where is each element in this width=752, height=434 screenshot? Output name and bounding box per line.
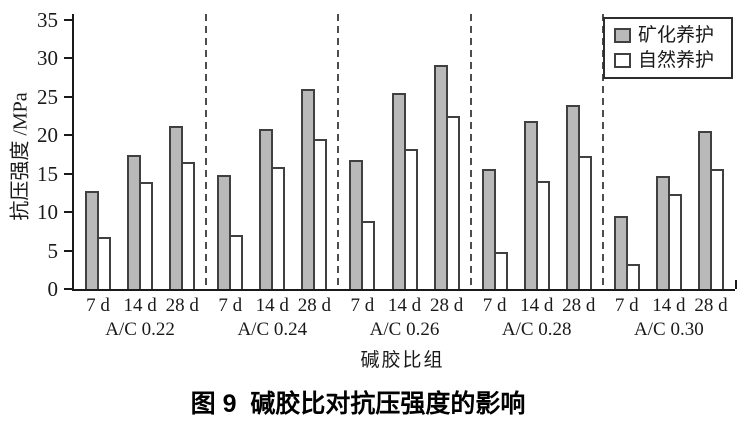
bar-mineralized-7d-ac0.30 [613,216,628,289]
group-label: A/C 0.28 [501,319,572,340]
y-tick-label: 25 [37,84,58,109]
mineralized-swatch-icon [614,28,631,43]
bar-natural-14d-ac0.30 [667,194,682,289]
x-tick-label: 14 d [255,295,289,316]
bar-natural-14d-ac0.24 [271,166,286,289]
y-axis-tick [64,57,73,60]
y-axis-tick [64,172,73,175]
natural-swatch-icon [614,53,631,68]
legend-item-mineralized: 矿化养护 [614,23,731,48]
figure-caption: 图 9 碱胶比对抗压强度的影响 [190,390,526,418]
bar-natural-7d-ac0.28 [493,252,508,289]
y-axis-title: 抗压强度 /MPa [9,92,32,221]
x-tick-label: 28 d [562,295,596,316]
y-tick-label: 0 [47,277,59,301]
bar-natural-7d-ac0.22 [97,236,111,289]
bar-mineralized-7d-ac0.24 [217,175,232,289]
group-separator-line [601,14,604,289]
y-tick-label: 35 [37,8,58,32]
x-tick-label: 7 d [350,295,375,316]
y-tick-label: 10 [37,200,58,225]
group-separator-line [205,14,208,289]
bar-natural-14d-ac0.28 [535,181,550,289]
bar-natural-28d-ac0.26 [445,116,460,289]
bar-natural-7d-ac0.26 [361,221,376,289]
group-label: A/C 0.26 [369,319,440,340]
bar-natural-7d-ac0.24 [229,235,244,289]
x-tick-label: 14 d [520,295,554,316]
x-axis-end-tick [735,280,737,289]
x-tick-label: 7 d [482,295,507,316]
chart-legend: 矿化养护 自然养护 [603,17,733,79]
bar-natural-14d-ac0.26 [403,149,418,289]
legend-label-mineralized: 矿化养护 [638,25,715,46]
bar-natural-7d-ac0.30 [625,263,640,289]
bar-natural-28d-ac0.28 [577,156,592,289]
y-axis-tick [64,211,73,214]
x-tick-label: 28 d [165,295,199,316]
bar-mineralized-7d-ac0.28 [481,169,496,289]
x-tick-label: 7 d [218,295,243,316]
legend-item-natural: 自然养护 [614,48,731,73]
y-axis-tick [64,288,73,290]
x-tick-label: 28 d [694,295,728,316]
group-label: A/C 0.22 [105,319,175,340]
y-axis-tick [64,19,73,21]
x-axis-title: 碱胶比组 [360,350,445,371]
x-tick-label: 28 d [429,295,464,316]
y-tick-label: 30 [37,46,58,71]
legend-label-natural: 自然养护 [638,50,715,71]
y-tick-label: 15 [37,161,58,186]
plot-area: 0 5 10 15 20 25 30 35 7 d 14 d 28 d A/C 0.22 7 d 14 d… [37,8,737,340]
bar-natural-28d-ac0.30 [710,169,724,289]
x-tick-label: 14 d [387,295,422,316]
bar-natural-28d-ac0.22 [181,162,196,289]
y-tick-label: 20 [37,123,58,148]
x-tick-label: 14 d [652,295,686,316]
x-tick-label: 28 d [297,295,332,316]
x-tick-label: 14 d [123,295,157,316]
group-separator-line [469,14,472,289]
y-axis-tick [64,134,73,137]
x-tick-label: 7 d [614,295,639,316]
group-label: A/C 0.24 [237,319,308,340]
x-tick-label: 7 d [86,295,110,316]
bar-natural-14d-ac0.22 [139,182,154,289]
y-axis-tick [64,95,73,98]
group-label: A/C 0.30 [634,319,704,340]
bar-natural-28d-ac0.24 [313,139,328,289]
group-separator-line [337,14,340,289]
y-axis-tick [64,249,73,252]
y-tick-label: 5 [47,238,59,263]
